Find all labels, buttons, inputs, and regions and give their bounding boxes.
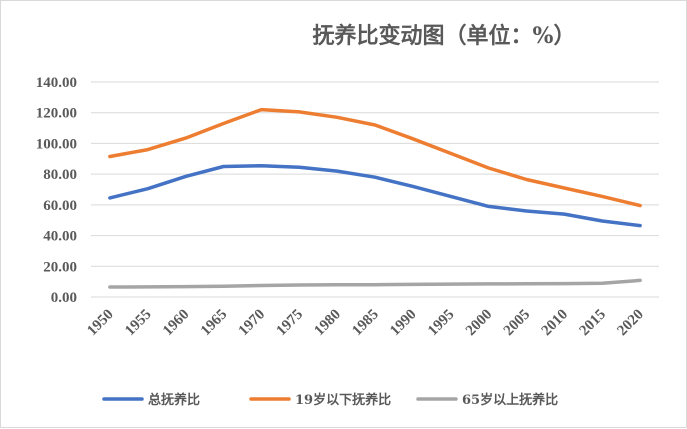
x-tick-label: 1965 — [198, 307, 231, 340]
x-tick-label: 1955 — [122, 307, 155, 340]
x-axis-tick-labels: 1950 1955 1960 1965 1970 1975 1980 1985 1990 1995… — [84, 307, 647, 340]
y-axis-tick-labels: 0.00 20.00 40.00 60.00 80.00 100.00 120.00 140.… — [36, 75, 77, 306]
series-line-2 — [108, 107, 642, 208]
y-tick-label: 60.00 — [43, 198, 77, 214]
series-lines — [108, 107, 642, 289]
legend-label: 19岁以下抚养比 — [295, 392, 391, 408]
x-tick-label: 2000 — [463, 307, 496, 340]
x-tick-label: 2015 — [577, 307, 610, 340]
x-tick-label: 1950 — [84, 307, 117, 340]
series-line-1 — [108, 163, 642, 228]
y-tick-label: 40.00 — [43, 229, 77, 245]
y-tick-label: 20.00 — [43, 259, 77, 275]
y-tick-label: 140.00 — [36, 75, 77, 91]
x-tick-label: 2005 — [501, 307, 534, 340]
y-tick-label: 120.00 — [36, 106, 77, 122]
x-tick-label: 1995 — [425, 307, 458, 340]
chart-title: 抚养比变动图（单位：%） — [313, 23, 576, 49]
legend-label: 65岁以上抚养比 — [462, 392, 558, 408]
series-line-3 — [108, 278, 642, 289]
y-tick-label: 0.00 — [51, 290, 77, 306]
x-tick-label: 2020 — [614, 307, 647, 340]
y-tick-label: 80.00 — [43, 167, 77, 183]
x-tick-label: 1985 — [349, 307, 382, 340]
y-tick-label: 100.00 — [36, 136, 77, 152]
legend: 总抚养比 19岁以下抚养比 65岁以上抚养比 — [102, 392, 558, 408]
x-tick-label: 1970 — [236, 307, 269, 340]
x-tick-label: 1980 — [311, 307, 344, 340]
gridlines — [91, 81, 659, 298]
x-tick-label: 1960 — [160, 307, 193, 340]
x-tick-label: 1990 — [387, 307, 420, 340]
legend-label: 总抚养比 — [148, 392, 200, 408]
x-tick-label: 2010 — [539, 307, 572, 340]
x-tick-label: 1975 — [274, 307, 307, 340]
